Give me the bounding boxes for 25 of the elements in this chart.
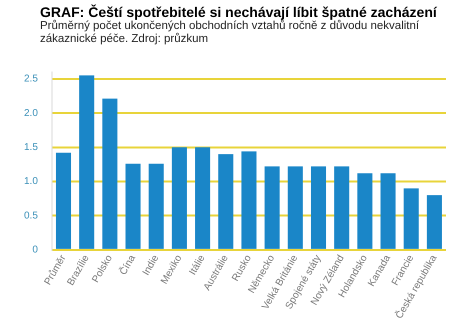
chart-title: GRAF: Čeští spotřebitelé si nechávají líbit špatné zacházení [40,4,437,20]
bar [241,151,256,249]
bar [264,166,280,249]
y-tick-label: 2.0 [24,108,38,119]
bar [102,98,118,249]
bar [126,164,141,249]
bar [56,152,72,249]
y-tick-label: 0.5 [24,210,38,222]
bar [288,166,303,249]
bar [148,164,164,249]
bar [426,195,442,249]
bar [79,75,94,249]
bar [310,166,326,249]
bar [195,147,210,249]
bar [218,154,234,249]
y-tick-label: 0 [32,244,38,256]
y-tick-label: 1.0 [24,176,38,188]
y-tick-label: 2.5 [24,74,38,85]
bar [172,147,187,249]
bar [404,188,419,249]
chart-subtitle: Průměrný počet ukončených obchodních vztahů ročně z důvodu nekvalitní zákaznické péče. Zdroj: průzkum [40,20,420,46]
bar [334,166,350,249]
y-tick-label: 1.5 [24,142,38,154]
bar [380,173,396,249]
bar [357,173,372,249]
